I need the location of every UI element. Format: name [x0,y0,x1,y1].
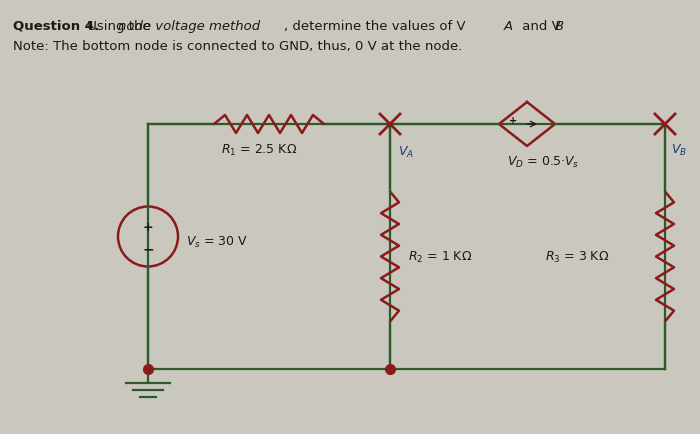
Text: −: − [142,242,154,256]
Text: node voltage method: node voltage method [118,20,260,33]
Text: +: + [143,220,153,233]
Text: Using the: Using the [83,20,155,33]
Text: $\mathit{V}_D$ = 0.5·$\mathit{V}_s$: $\mathit{V}_D$ = 0.5·$\mathit{V}_s$ [507,155,580,170]
Text: B: B [555,20,564,33]
Text: $\mathit{R}_1$ = 2.5 KΩ: $\mathit{R}_1$ = 2.5 KΩ [221,143,297,158]
Text: , determine the values of V: , determine the values of V [284,20,465,33]
Text: $\mathit{V}_B$: $\mathit{V}_B$ [671,143,687,158]
Text: A: A [504,20,513,33]
Text: Note: The bottom node is connected to GND, thus, 0 V at the node.: Note: The bottom node is connected to GN… [13,40,462,53]
Text: $\mathit{V}_s$ = 30 V: $\mathit{V}_s$ = 30 V [186,234,248,250]
Text: +: + [509,116,517,126]
Text: $\mathit{V}_A$: $\mathit{V}_A$ [398,145,414,160]
Text: $\mathit{R}_3$ = 3 KΩ: $\mathit{R}_3$ = 3 KΩ [545,250,609,264]
Text: and V: and V [518,20,561,33]
Text: Question 4.: Question 4. [13,20,99,33]
Text: $\mathit{R}_2$ = 1 KΩ: $\mathit{R}_2$ = 1 KΩ [408,250,472,264]
